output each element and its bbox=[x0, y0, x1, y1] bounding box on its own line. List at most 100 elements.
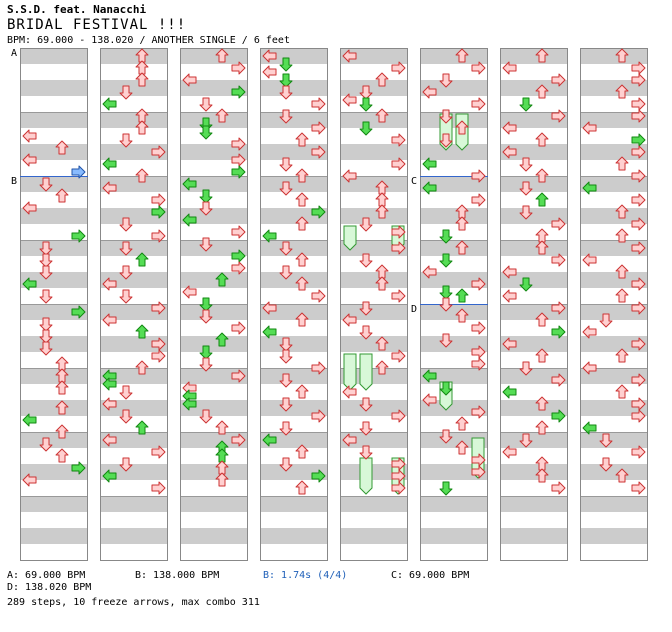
step-arrow-left bbox=[342, 49, 357, 63]
column-border bbox=[100, 48, 168, 561]
step-arrow-right bbox=[151, 193, 166, 207]
beat-stripe bbox=[180, 336, 248, 352]
step-arrow-up bbox=[535, 396, 549, 411]
step-arrow-down bbox=[279, 241, 293, 256]
step-arrow-left bbox=[582, 421, 597, 435]
beat-stripe bbox=[500, 368, 568, 384]
step-arrow-right bbox=[551, 217, 566, 231]
step-arrow-down bbox=[439, 253, 453, 268]
beat-stripe bbox=[500, 304, 568, 320]
step-arrow-down bbox=[39, 253, 53, 268]
step-arrow-left bbox=[582, 181, 597, 195]
beat-stripe bbox=[420, 176, 488, 192]
beat-stripe bbox=[260, 144, 328, 160]
step-arrow-down bbox=[519, 181, 533, 196]
step-arrow-down bbox=[119, 133, 133, 148]
step-arrow-right bbox=[231, 85, 246, 99]
song-title: BRIDAL FESTIVAL !!! bbox=[7, 17, 187, 33]
marker-d: D bbox=[411, 304, 417, 315]
step-arrow-left bbox=[422, 157, 437, 171]
step-arrow-down bbox=[199, 237, 213, 252]
step-arrow-down bbox=[279, 109, 293, 124]
step-arrow-down bbox=[199, 357, 213, 372]
step-arrow-left bbox=[262, 229, 277, 243]
beat-stripe bbox=[180, 400, 248, 416]
step-arrow-right bbox=[631, 97, 646, 111]
step-arrow-up bbox=[535, 192, 549, 207]
step-arrow-down bbox=[199, 97, 213, 112]
beat-stripe bbox=[580, 304, 648, 320]
step-arrow-up bbox=[455, 440, 469, 455]
marker-c: C bbox=[411, 176, 417, 187]
beat-stripe bbox=[580, 528, 648, 544]
step-arrow-up bbox=[615, 204, 629, 219]
step-arrow-down bbox=[199, 189, 213, 204]
step-arrow-down bbox=[519, 205, 533, 220]
step-arrow-up bbox=[455, 120, 469, 135]
step-arrow-left bbox=[22, 473, 37, 487]
beat-stripe bbox=[20, 368, 88, 384]
column-border bbox=[580, 48, 648, 561]
step-arrow-down bbox=[439, 429, 453, 444]
beat-stripe bbox=[260, 432, 328, 448]
beat-stripe bbox=[420, 48, 488, 64]
beat-stripe bbox=[500, 336, 568, 352]
step-arrow-up bbox=[535, 348, 549, 363]
step-arrow-down bbox=[279, 457, 293, 472]
step-arrow-right bbox=[471, 321, 486, 335]
step-arrow-down bbox=[39, 265, 53, 280]
beat-stripe bbox=[100, 400, 168, 416]
step-arrow-right bbox=[391, 225, 406, 239]
beat-stripe bbox=[100, 432, 168, 448]
step-arrow-right bbox=[71, 305, 86, 319]
beat-stripe bbox=[100, 528, 168, 544]
beat-stripe bbox=[500, 112, 568, 128]
step-arrow-right bbox=[631, 73, 646, 87]
beat-stripe bbox=[340, 336, 408, 352]
step-arrow-right bbox=[551, 73, 566, 87]
beat-stripe bbox=[500, 240, 568, 256]
step-arrow-up bbox=[295, 252, 309, 267]
beat-stripe bbox=[20, 112, 88, 128]
step-arrow-down bbox=[519, 433, 533, 448]
step-arrow-up bbox=[295, 480, 309, 495]
step-arrow-up bbox=[135, 252, 149, 267]
step-arrow-right bbox=[631, 337, 646, 351]
step-arrow-up bbox=[295, 312, 309, 327]
step-arrow-down bbox=[279, 157, 293, 172]
beat-stripe bbox=[420, 496, 488, 512]
beat-stripe bbox=[340, 80, 408, 96]
step-arrow-up bbox=[615, 264, 629, 279]
step-arrow-left bbox=[502, 289, 517, 303]
step-arrow-right bbox=[311, 361, 326, 375]
beat-stripe bbox=[340, 144, 408, 160]
step-arrow-right bbox=[71, 461, 86, 475]
beat-stripe bbox=[180, 240, 248, 256]
beat-stripe bbox=[340, 112, 408, 128]
step-arrow-right bbox=[551, 481, 566, 495]
step-arrow-down bbox=[359, 253, 373, 268]
beat-stripe bbox=[340, 48, 408, 64]
step-arrow-down bbox=[39, 437, 53, 452]
step-arrow-left bbox=[342, 433, 357, 447]
step-arrow-down bbox=[119, 289, 133, 304]
beat-stripe bbox=[260, 112, 328, 128]
step-arrow-right bbox=[231, 369, 246, 383]
step-arrow-up bbox=[135, 360, 149, 375]
step-arrow-right bbox=[551, 253, 566, 267]
step-arrow-down bbox=[359, 85, 373, 100]
step-arrow-right bbox=[151, 145, 166, 159]
step-arrow-down bbox=[39, 241, 53, 256]
beat-stripe bbox=[420, 464, 488, 480]
step-arrow-left bbox=[502, 337, 517, 351]
step-arrow-left bbox=[342, 385, 357, 399]
step-arrow-down bbox=[359, 217, 373, 232]
step-arrow-down bbox=[359, 325, 373, 340]
step-arrow-up bbox=[135, 120, 149, 135]
step-arrow-left bbox=[102, 397, 117, 411]
bpm-b-label: B: 138.000 BPM bbox=[135, 570, 220, 581]
step-arrow-left bbox=[102, 181, 117, 195]
step-arrow-right bbox=[231, 225, 246, 239]
step-arrow-down bbox=[279, 85, 293, 100]
marker-b: B bbox=[11, 176, 17, 187]
